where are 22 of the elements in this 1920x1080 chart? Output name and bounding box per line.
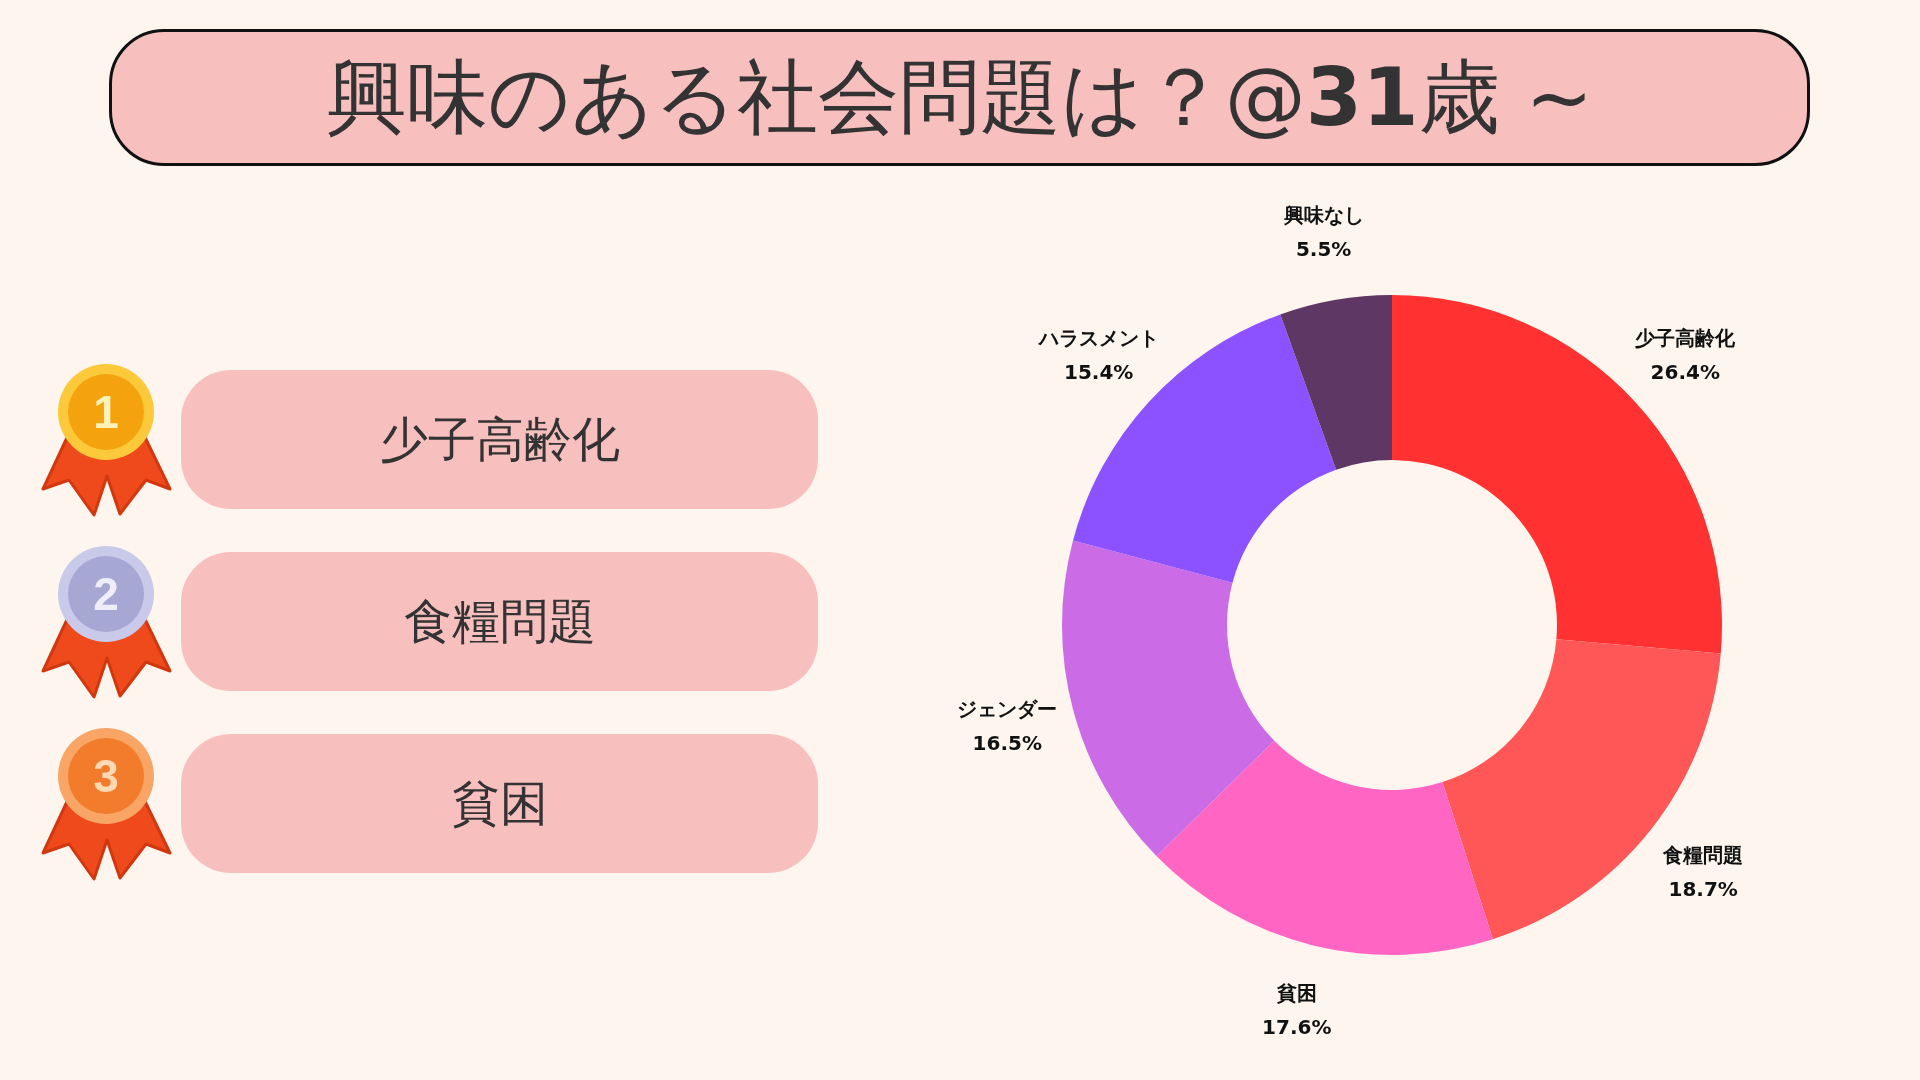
chart-title: 興味のある社会問題は？@31歳 ~	[325, 50, 1594, 144]
data-label: 15.4%	[1064, 359, 1134, 384]
data-label: 5.5%	[1295, 236, 1352, 261]
slice-label: ハラスメント	[1036, 325, 1159, 350]
data-label: 16.5%	[972, 730, 1042, 755]
slice-label: 食糧問題	[1662, 843, 1744, 868]
slice-label: 興味なし	[1282, 202, 1364, 227]
category-label: 食糧問題	[181, 552, 818, 691]
text: 1	[92, 385, 120, 440]
data-label: 26.4%	[1650, 359, 1720, 384]
data-label: 18.7%	[1668, 877, 1738, 902]
text: 2	[92, 567, 120, 622]
slice-label: ジェンダー	[957, 696, 1058, 721]
category-label: 貧困	[181, 734, 818, 873]
category-label: 少子高齢化	[181, 370, 818, 509]
donut-slice	[1280, 295, 1392, 470]
slice-label: 貧困	[1275, 981, 1317, 1006]
donut-slice	[1156, 740, 1493, 955]
slice-label: 少子高齢化	[1635, 325, 1737, 350]
data-label: 17.6%	[1262, 1015, 1332, 1040]
text: 3	[92, 749, 120, 804]
donut-slice	[1062, 540, 1275, 857]
